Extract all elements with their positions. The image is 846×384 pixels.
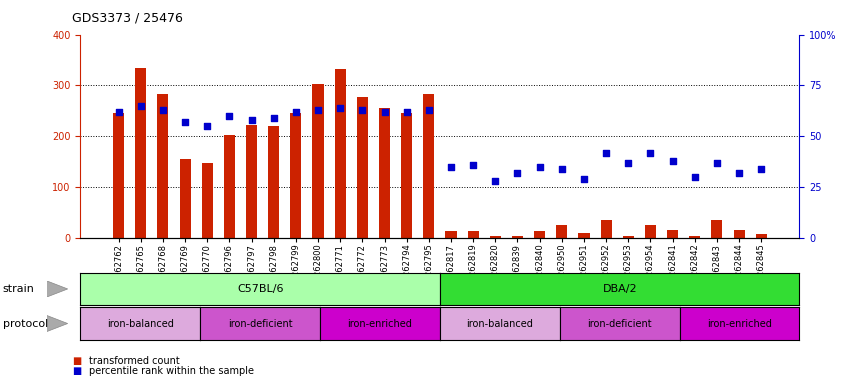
Polygon shape xyxy=(47,281,68,297)
Point xyxy=(333,105,347,111)
Bar xyxy=(490,235,501,238)
Point xyxy=(733,170,746,176)
Point xyxy=(644,149,657,156)
Point xyxy=(134,103,147,109)
Point xyxy=(511,170,525,176)
Text: iron-deficient: iron-deficient xyxy=(587,318,652,329)
Point xyxy=(488,178,502,184)
Point xyxy=(466,162,480,168)
Point xyxy=(378,109,392,115)
Bar xyxy=(645,225,656,238)
Point xyxy=(267,115,281,121)
Bar xyxy=(246,125,257,238)
Text: iron-balanced: iron-balanced xyxy=(107,318,173,329)
Point xyxy=(311,107,325,113)
Bar xyxy=(579,233,590,238)
Bar xyxy=(667,230,678,238)
Point xyxy=(666,158,679,164)
Point xyxy=(555,166,569,172)
Text: percentile rank within the sample: percentile rank within the sample xyxy=(89,366,254,376)
Bar xyxy=(601,220,612,238)
Point xyxy=(755,166,768,172)
Bar xyxy=(179,159,190,238)
Point xyxy=(289,109,303,115)
Text: C57BL/6: C57BL/6 xyxy=(237,284,283,294)
Point xyxy=(422,107,436,113)
Bar xyxy=(733,230,744,238)
Bar xyxy=(290,113,301,238)
Bar xyxy=(512,235,523,238)
Bar xyxy=(689,235,700,238)
Bar xyxy=(312,84,323,238)
Point xyxy=(157,107,170,113)
Text: iron-deficient: iron-deficient xyxy=(228,318,293,329)
Point xyxy=(688,174,701,180)
Bar xyxy=(623,235,634,238)
Bar xyxy=(268,126,279,238)
Point xyxy=(201,123,214,129)
Text: strain: strain xyxy=(3,284,35,294)
Bar xyxy=(157,94,168,238)
Bar xyxy=(446,231,457,238)
Point xyxy=(444,164,458,170)
Point xyxy=(355,107,369,113)
Bar xyxy=(379,108,390,238)
Point xyxy=(710,160,723,166)
Text: iron-enriched: iron-enriched xyxy=(707,318,772,329)
Point xyxy=(400,109,414,115)
Bar xyxy=(401,113,412,238)
Bar xyxy=(113,113,124,238)
Text: protocol: protocol xyxy=(3,318,47,329)
Text: ■: ■ xyxy=(72,366,81,376)
Bar xyxy=(224,135,235,238)
Point xyxy=(622,160,635,166)
Point xyxy=(112,109,125,115)
Bar xyxy=(468,231,479,238)
Point xyxy=(599,149,613,156)
Text: transformed count: transformed count xyxy=(89,356,179,366)
Polygon shape xyxy=(47,315,68,332)
Point xyxy=(577,176,591,182)
Point xyxy=(533,164,547,170)
Bar xyxy=(335,69,346,238)
Bar xyxy=(201,163,213,238)
Point xyxy=(179,119,192,125)
Bar xyxy=(534,231,545,238)
Text: GDS3373 / 25476: GDS3373 / 25476 xyxy=(72,12,183,25)
Text: iron-balanced: iron-balanced xyxy=(466,318,533,329)
Bar xyxy=(711,220,722,238)
Bar xyxy=(135,68,146,238)
Text: iron-enriched: iron-enriched xyxy=(348,318,413,329)
Bar xyxy=(755,234,766,238)
Text: ■: ■ xyxy=(72,356,81,366)
Text: DBA/2: DBA/2 xyxy=(602,284,637,294)
Bar xyxy=(423,94,434,238)
Bar xyxy=(557,225,568,238)
Bar xyxy=(357,97,368,238)
Point xyxy=(244,117,258,123)
Point xyxy=(222,113,236,119)
